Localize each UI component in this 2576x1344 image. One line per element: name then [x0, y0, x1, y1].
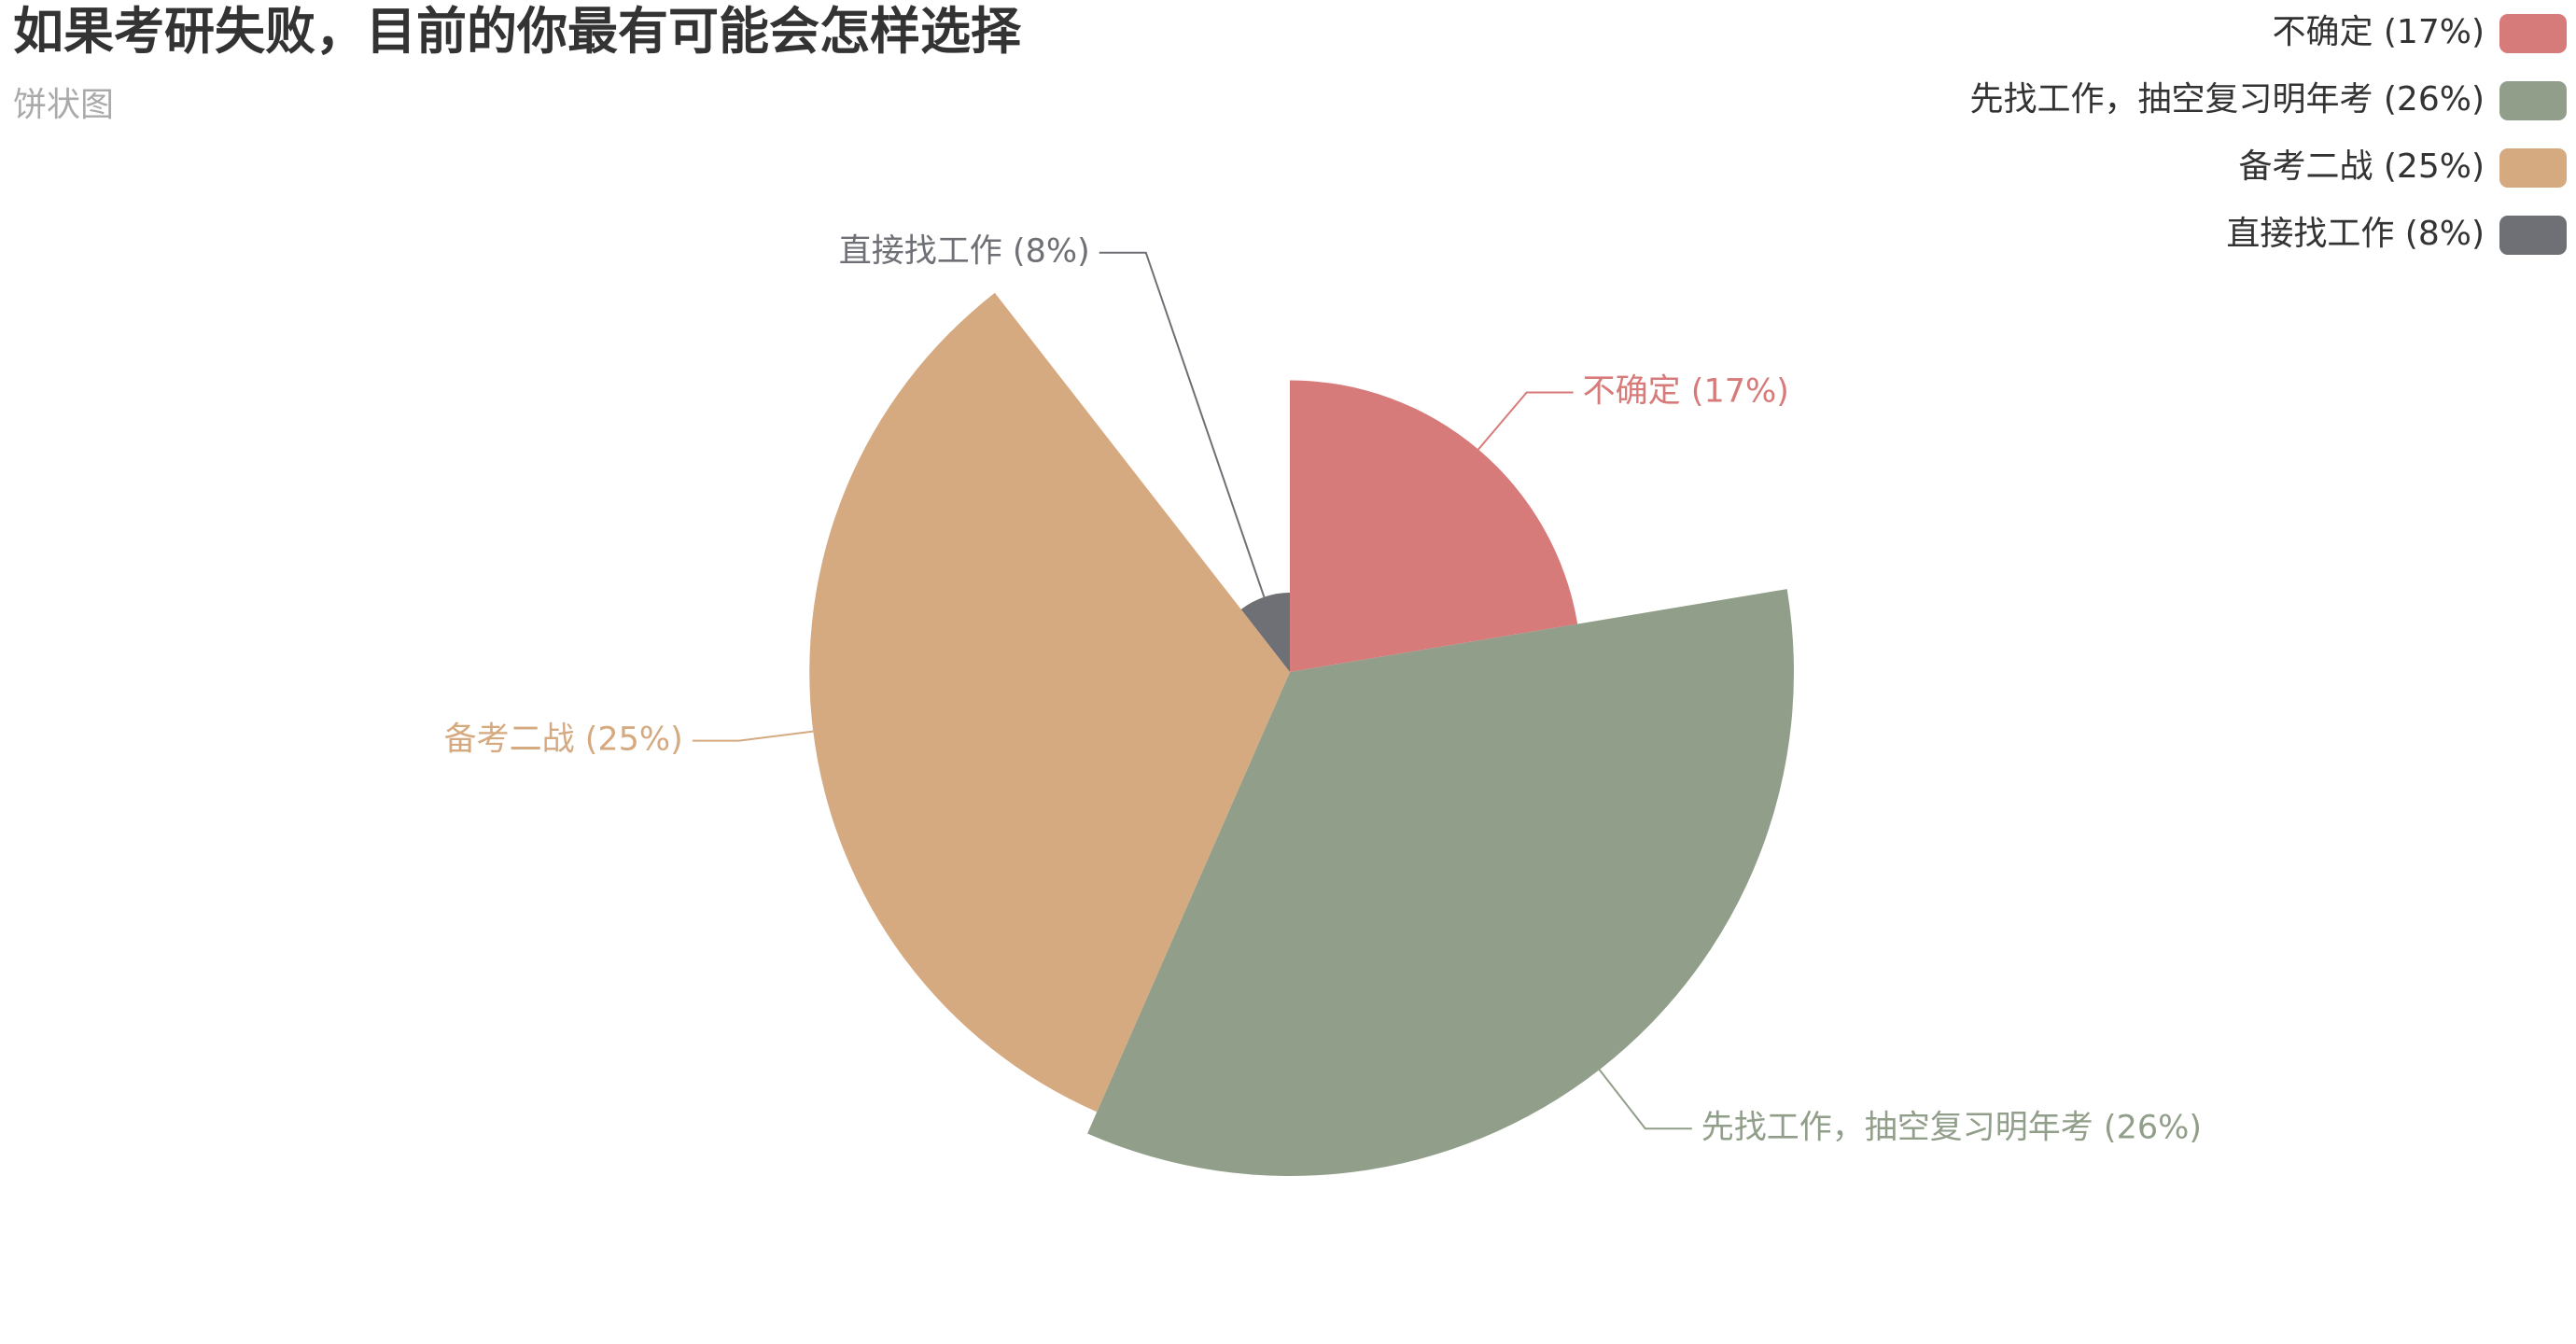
chart-title: 如果考研失败，目前的你最有可能会怎样选择 [13, 2, 1022, 61]
legend-item-label[interactable]: 备考二战 (25%) [2238, 147, 2485, 186]
legend-item-label[interactable]: 先找工作，抽空复习明年考 (26%) [1969, 80, 2485, 119]
pie-slice[interactable] [1240, 593, 1290, 672]
legend-swatch[interactable] [2499, 216, 2567, 255]
label-leader-line [1477, 391, 1574, 451]
legend-item-label[interactable]: 不确定 (17%) [2272, 13, 2485, 51]
legend-item-label[interactable]: 直接找工作 (8%) [2226, 215, 2485, 253]
pie-slices [809, 292, 1794, 1176]
pie-slice[interactable] [1087, 589, 1794, 1176]
slice-label: 先找工作，抽空复习明年考 (26%) [1701, 1109, 2202, 1146]
slice-labels: 不确定 (17%) 先找工作，抽空复习明年考 (26%) 备考二战 (25%) 直接找… [444, 233, 2202, 1147]
label-leader-line [1598, 1069, 1692, 1130]
chart-subtitle: 饼状图 [13, 86, 114, 124]
legend-swatch[interactable] [2499, 14, 2567, 53]
label-leader-line [692, 730, 814, 742]
slice-label: 备考二战 (25%) [444, 721, 683, 759]
legend: 不确定 (17%) 先找工作，抽空复习明年考 (26%) 备考二战 (25%) 直接找… [1969, 13, 2567, 255]
label-leader-lines [692, 251, 1692, 1130]
slice-label: 直接找工作 (8%) [839, 233, 1090, 271]
legend-swatch[interactable] [2499, 81, 2567, 120]
slice-label: 不确定 (17%) [1583, 372, 1789, 410]
label-leader-line [1099, 251, 1266, 597]
pie-slice[interactable] [809, 292, 1290, 1113]
legend-swatch[interactable] [2499, 148, 2567, 188]
pie-slice[interactable] [1290, 380, 1578, 673]
